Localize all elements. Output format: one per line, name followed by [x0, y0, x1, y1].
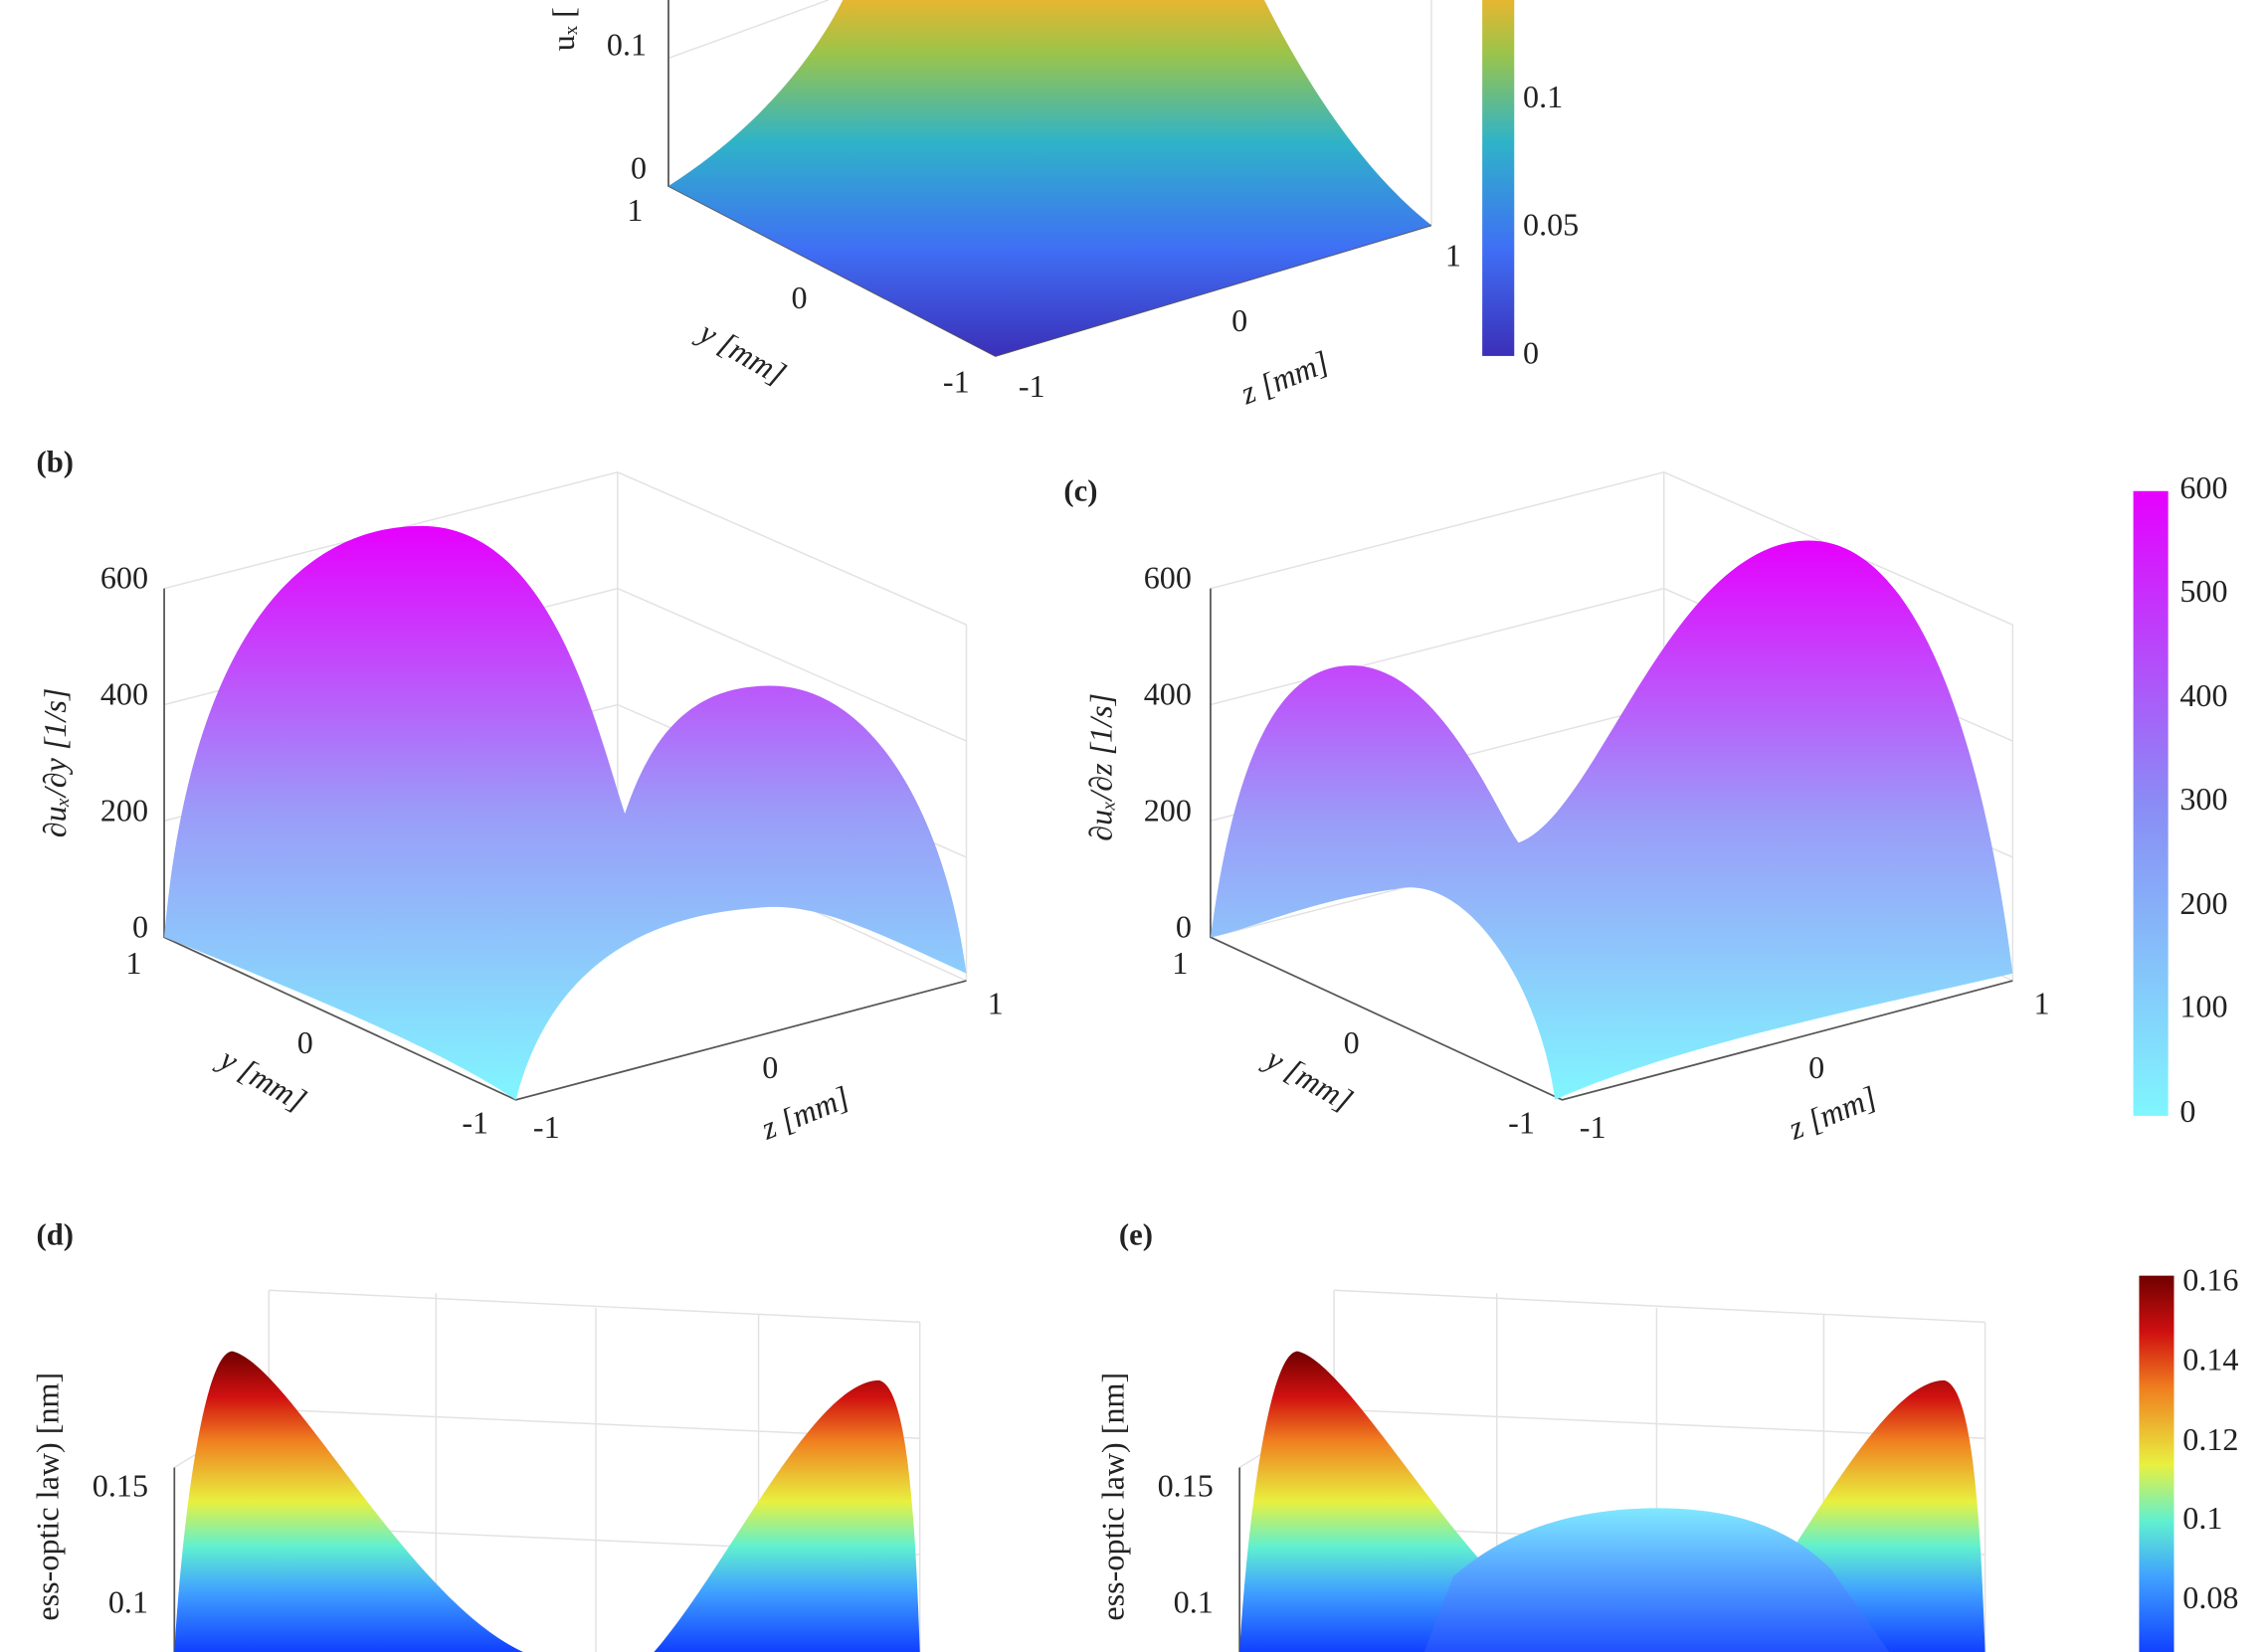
z-tick-label: 200	[1144, 792, 1192, 827]
z-axis-label: ess-optic law) [nm]	[30, 1373, 66, 1621]
y-tick-label: 0	[1344, 1024, 1360, 1060]
z-tick-label: 600	[100, 560, 148, 596]
x-tick-label: 1	[2034, 986, 2050, 1021]
x-tick-label: 0	[762, 1049, 778, 1085]
colorbar-tick-label: 0.12	[2182, 1421, 2238, 1457]
z-tick-label: 0.15	[1158, 1468, 1214, 1504]
surface	[1210, 540, 2013, 1100]
panel-c: (c) 600 400 200 0 ∂uₓ/∂z [1/s] 1 0 -1 y …	[1063, 469, 2227, 1147]
z-tick-label: 0.15	[93, 1468, 148, 1504]
surface	[174, 1351, 920, 1652]
z-axis-label: ∂uₓ/∂z [1/s]	[1083, 693, 1119, 841]
panel-label: (b)	[37, 446, 74, 479]
colorbar-tick-label: 0.08	[2182, 1579, 2238, 1615]
colorbar-tick-label: 0.05	[1523, 207, 1579, 243]
x-axis-label: z [mm]	[755, 1079, 854, 1147]
x-tick-label: 0	[1231, 302, 1247, 338]
x-axis-label: z [mm]	[1783, 1079, 1882, 1147]
x-tick-label: -1	[1580, 1109, 1606, 1145]
y-axis-label: y [mm]	[691, 312, 793, 392]
z-tick-label: 0	[631, 150, 647, 186]
colorbar-tick-label: 400	[2179, 677, 2227, 713]
y-tick-label: -1	[462, 1105, 488, 1141]
z-tick-label: 0	[1176, 908, 1192, 944]
axis-lines	[163, 588, 967, 1101]
colorbar	[2139, 1275, 2174, 1652]
z-axis-label: ess-optic law) [nm]	[1094, 1373, 1130, 1621]
panel-label: (c)	[1063, 474, 1097, 508]
colorbar	[2133, 490, 2169, 1116]
panel-label: (d)	[37, 1218, 74, 1252]
colorbar-tick-label: 200	[2179, 885, 2227, 921]
panel-label: (e)	[1119, 1218, 1153, 1252]
panel-d: (d) 0.15 0.1 ess-optic law) [nm]	[30, 1218, 921, 1652]
z-tick-label: 400	[1144, 676, 1192, 712]
panel-a: 0.1 0 uₓ [ 1 0 -1 y [mm] -1 0 1 z [mm] 0…	[545, 0, 1579, 412]
colorbar-tick-label: 0	[1523, 334, 1539, 370]
colorbar-tick-label: 100	[2179, 989, 2227, 1024]
panel-e: (e) 0.15 0.1 ess-optic law) [nm] 0.16 0.…	[1094, 1218, 2238, 1652]
colorbar-tick-label: 0.1	[1523, 79, 1563, 114]
y-tick-label: 1	[627, 192, 643, 228]
colorbar-tick-label: 0.16	[2182, 1261, 2238, 1297]
colorbar-tick-label: 0.14	[2182, 1342, 2238, 1377]
z-tick-label: 0.1	[1174, 1584, 1214, 1620]
panel-b: (b) 600 400 200 0 ∂uₓ/∂y [1/s] 1 0 -1 y …	[37, 446, 1004, 1147]
surface	[668, 0, 1431, 356]
colorbar-tick-label: 600	[2179, 469, 2227, 505]
z-axis-label: ∂uₓ/∂y [1/s]	[37, 688, 73, 838]
z-tick-label: 0.1	[607, 27, 647, 63]
z-tick-label: 0	[132, 908, 148, 944]
x-tick-label: 0	[1808, 1049, 1824, 1085]
z-tick-label: 0.1	[108, 1584, 148, 1620]
z-axis-label: uₓ [	[545, 7, 581, 51]
y-tick-label: 0	[791, 279, 807, 315]
x-tick-label: 1	[1445, 237, 1461, 273]
colorbar	[1482, 0, 1515, 356]
y-tick-label: -1	[1508, 1105, 1535, 1141]
y-tick-label: 1	[125, 945, 141, 981]
x-tick-label: -1	[1019, 368, 1045, 404]
y-tick-label: 1	[1172, 945, 1188, 981]
z-tick-label: 400	[100, 676, 148, 712]
surface	[164, 525, 967, 1100]
z-tick-label: 200	[100, 792, 148, 827]
x-axis-label: z [mm]	[1234, 343, 1334, 411]
y-tick-label: -1	[943, 364, 970, 400]
axis-lines	[1210, 588, 2013, 1101]
x-tick-label: 1	[988, 986, 1004, 1021]
colorbar-tick-label: 0	[2179, 1093, 2195, 1129]
colorbar-tick-label: 0.1	[2182, 1500, 2222, 1536]
surface	[1423, 1508, 1890, 1652]
y-tick-label: 0	[297, 1024, 313, 1060]
z-tick-label: 600	[1144, 560, 1192, 596]
colorbar-tick-label: 500	[2179, 573, 2227, 609]
x-tick-label: -1	[533, 1109, 560, 1145]
colorbar-tick-label: 300	[2179, 781, 2227, 817]
